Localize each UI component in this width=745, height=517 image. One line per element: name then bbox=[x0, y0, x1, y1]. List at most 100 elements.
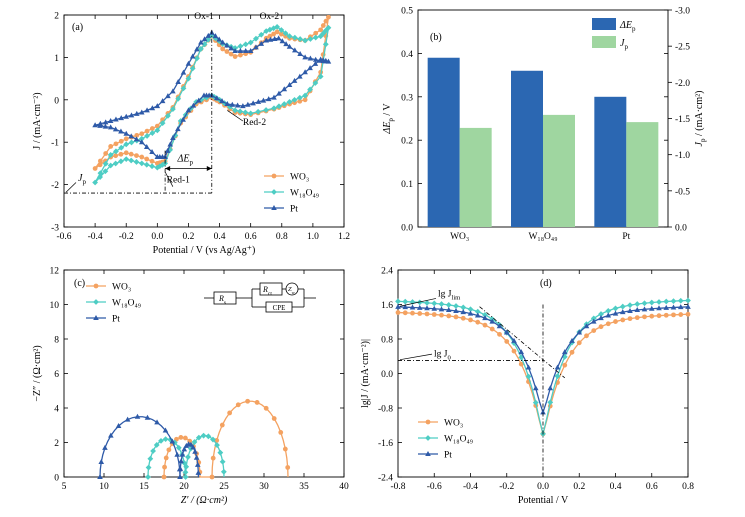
data-point bbox=[634, 301, 641, 307]
data-point bbox=[170, 134, 176, 140]
data-point bbox=[302, 54, 308, 60]
data-point bbox=[102, 444, 108, 450]
data-point bbox=[453, 307, 459, 313]
data-point bbox=[561, 349, 568, 355]
data-point bbox=[163, 455, 169, 461]
data-point bbox=[474, 312, 481, 318]
data-point bbox=[138, 160, 145, 167]
data-point bbox=[605, 312, 612, 318]
data-point bbox=[598, 311, 604, 317]
data-point bbox=[177, 474, 183, 479]
y-axis-title-main: ΔE bbox=[382, 122, 393, 135]
data-point bbox=[107, 162, 114, 169]
data-point bbox=[260, 97, 267, 103]
annotation-delta-ep: ΔEp bbox=[177, 153, 194, 166]
x-tick-label: -0.6 bbox=[427, 482, 442, 492]
x-tick-label: -0.4 bbox=[463, 482, 478, 492]
data-point bbox=[678, 312, 684, 317]
circuit-label-main: R bbox=[218, 294, 224, 303]
annotation-ox2: Ox-2 bbox=[260, 12, 280, 22]
data-point bbox=[460, 309, 467, 315]
x-tick-label: 0.6 bbox=[646, 482, 658, 492]
data-point bbox=[554, 364, 561, 370]
data-point bbox=[591, 328, 597, 333]
data-point bbox=[605, 321, 611, 327]
panel-label: (a) bbox=[72, 22, 83, 33]
data-point bbox=[198, 39, 204, 45]
data-point bbox=[144, 414, 151, 420]
data-point bbox=[590, 318, 597, 324]
data-point bbox=[138, 135, 145, 142]
circuit-label: Rs bbox=[218, 294, 226, 306]
y-tick-label: 0.2 bbox=[401, 137, 413, 147]
data-point bbox=[417, 311, 423, 316]
x-tick-label: 25 bbox=[219, 482, 229, 492]
data-point bbox=[286, 33, 293, 40]
data-point bbox=[193, 454, 200, 460]
legend-marker bbox=[271, 173, 277, 179]
data-point bbox=[286, 43, 293, 49]
y-tick-label: 0.4 bbox=[401, 50, 413, 60]
data-point bbox=[267, 33, 273, 39]
tafel-extrapolation bbox=[479, 306, 566, 379]
x-tick-label: Pt bbox=[622, 232, 630, 242]
x-tick-label: 10 bbox=[99, 482, 109, 492]
annotation-jp-main: J bbox=[78, 173, 83, 184]
data-point bbox=[649, 313, 655, 319]
data-point bbox=[185, 107, 192, 113]
panel-a-axes: -0.6 -0.4 -0.2 0.0 0.2 0.4 0.6 0.8 1.0 1.2 -3 -2 -1 0… bbox=[51, 12, 350, 243]
bar-delta-ep bbox=[427, 57, 460, 227]
data-point bbox=[169, 438, 176, 444]
data-point bbox=[677, 297, 684, 304]
data-point bbox=[322, 41, 329, 48]
data-point bbox=[235, 402, 241, 408]
data-point bbox=[619, 303, 626, 310]
data-point bbox=[138, 139, 145, 145]
legend-label: W₁₈O₄₉ bbox=[444, 435, 473, 445]
data-point bbox=[107, 152, 114, 158]
data-point bbox=[154, 127, 161, 134]
data-point bbox=[229, 101, 236, 107]
legend-marker bbox=[425, 435, 431, 441]
data-point bbox=[283, 33, 288, 39]
data-point bbox=[547, 385, 554, 391]
data-point bbox=[271, 94, 277, 100]
data-point bbox=[183, 442, 190, 448]
data-point bbox=[641, 300, 648, 307]
data-point bbox=[212, 33, 219, 39]
data-point bbox=[159, 120, 166, 127]
data-point bbox=[128, 133, 134, 139]
data-point bbox=[118, 144, 125, 151]
data-point bbox=[201, 41, 208, 48]
annotation-jlim-sub: lim bbox=[451, 295, 461, 302]
y-tick-label: 0.3 bbox=[401, 93, 413, 103]
data-point bbox=[145, 464, 152, 471]
data-point bbox=[128, 112, 135, 118]
x-tick-label: 35 bbox=[299, 482, 309, 492]
data-point bbox=[416, 299, 423, 306]
data-point bbox=[123, 113, 130, 119]
data-point bbox=[237, 43, 244, 50]
data-point bbox=[409, 304, 416, 310]
cv-line bbox=[94, 16, 329, 169]
data-point bbox=[641, 306, 648, 312]
data-point bbox=[201, 92, 207, 98]
data-point bbox=[195, 434, 202, 441]
y2-tick-label: -0.5 bbox=[675, 187, 690, 197]
data-point bbox=[267, 36, 274, 42]
data-point bbox=[474, 308, 481, 315]
data-point bbox=[648, 299, 655, 306]
data-point bbox=[170, 88, 176, 94]
x-tick-label: 5 bbox=[62, 482, 67, 492]
data-point bbox=[670, 298, 677, 305]
data-point bbox=[175, 95, 182, 102]
data-point bbox=[453, 314, 459, 320]
data-point bbox=[576, 340, 582, 346]
data-point bbox=[613, 319, 618, 324]
data-point bbox=[153, 442, 160, 448]
data-point bbox=[175, 444, 182, 451]
data-point bbox=[144, 107, 150, 113]
annotation-jp: Jp bbox=[78, 173, 86, 186]
data-point bbox=[183, 463, 190, 470]
data-point bbox=[194, 55, 200, 62]
